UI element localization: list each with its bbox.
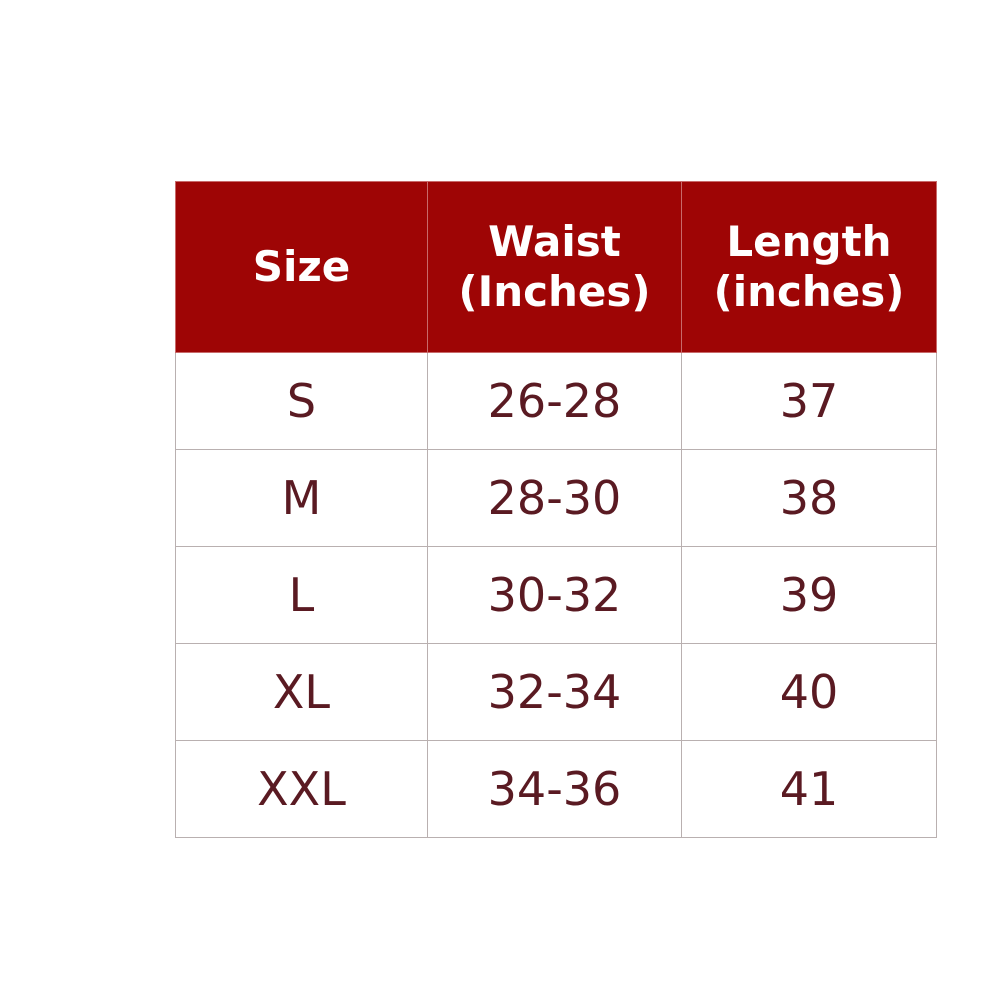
waist-cell: 34-36 bbox=[427, 740, 682, 838]
header-row: Size Waist (Inches) Length (inches) bbox=[175, 181, 937, 353]
waist-cell: 32-34 bbox=[427, 643, 682, 741]
header-length-label: Length bbox=[726, 217, 892, 266]
size-cell: M bbox=[175, 449, 428, 547]
size-chart-table: Size Waist (Inches) Length (inches) S 26-28… bbox=[175, 181, 937, 838]
header-waist-label: Waist bbox=[488, 217, 621, 266]
header-waist-unit: (Inches) bbox=[458, 267, 651, 316]
length-cell: 38 bbox=[681, 449, 937, 547]
table-row: XL 32-34 40 bbox=[175, 643, 937, 741]
length-cell: 37 bbox=[681, 352, 937, 450]
table-row: XXL 34-36 41 bbox=[175, 740, 937, 838]
size-cell: XXL bbox=[175, 740, 428, 838]
header-size: Size bbox=[175, 181, 428, 353]
header-waist: Waist (Inches) bbox=[427, 181, 682, 353]
size-cell: XL bbox=[175, 643, 428, 741]
waist-cell: 30-32 bbox=[427, 546, 682, 644]
length-cell: 41 bbox=[681, 740, 937, 838]
header-size-label: Size bbox=[252, 242, 351, 291]
table-row: S 26-28 37 bbox=[175, 352, 937, 450]
size-cell: S bbox=[175, 352, 428, 450]
length-cell: 40 bbox=[681, 643, 937, 741]
waist-cell: 26-28 bbox=[427, 352, 682, 450]
table-row: L 30-32 39 bbox=[175, 546, 937, 644]
size-cell: L bbox=[175, 546, 428, 644]
length-cell: 39 bbox=[681, 546, 937, 644]
table-row: M 28-30 38 bbox=[175, 449, 937, 547]
header-length: Length (inches) bbox=[681, 181, 937, 353]
header-length-unit: (inches) bbox=[713, 267, 905, 316]
waist-cell: 28-30 bbox=[427, 449, 682, 547]
